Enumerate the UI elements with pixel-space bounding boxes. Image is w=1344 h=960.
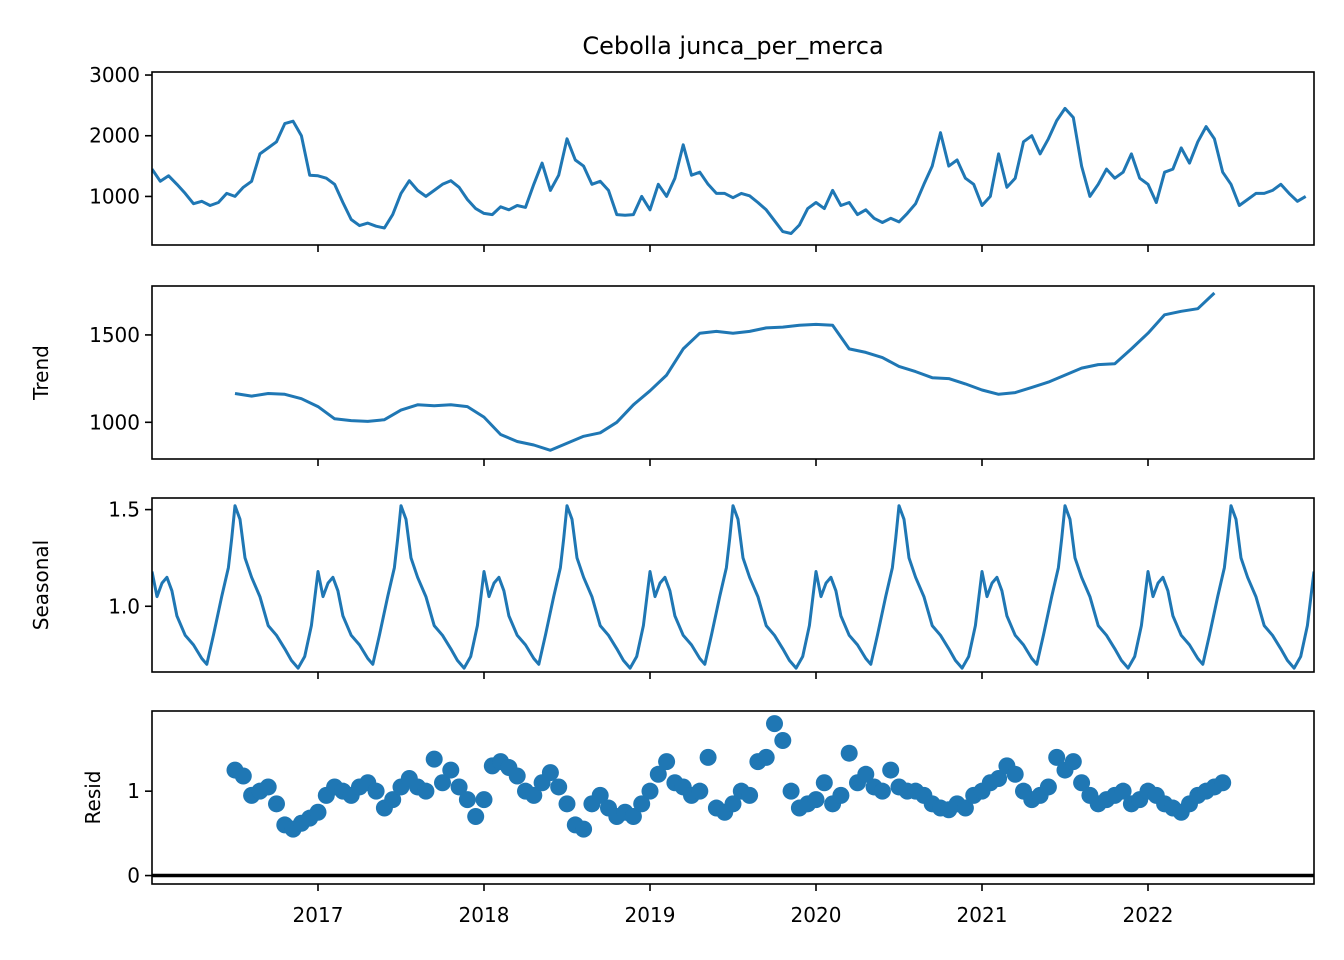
resid-point-44 [591, 786, 609, 804]
resid-point-66 [774, 732, 792, 750]
resid-point-92 [990, 770, 1008, 788]
resid-point-29 [467, 807, 485, 825]
panel-resid: 0 1 2017 2018 2019 2020 2021 2022 Resid [81, 710, 1315, 927]
resid-ytick-label: 0 [127, 864, 140, 888]
resid-point-49 [633, 795, 651, 813]
resid-point-60 [724, 795, 742, 813]
resid-point-52 [658, 753, 676, 771]
resid-point-64 [757, 748, 775, 766]
resid-point-48 [624, 807, 642, 825]
resid-point-19 [384, 791, 402, 809]
xtick-label: 2022 [1123, 903, 1174, 927]
seasonal-data [152, 504, 1314, 670]
trend-ytick-label: 1000 [89, 410, 140, 434]
observed-axes-frame [151, 71, 1315, 246]
resid-point-99 [1048, 748, 1066, 766]
resid-point-1 [234, 767, 252, 785]
xtick-label: 2020 [791, 903, 842, 927]
panel-seasonal: 1.0 1.5 Seasonal [29, 497, 1315, 679]
resid-ylabel: Resid [81, 771, 105, 825]
panel-trend: 1000 1500 Trend [29, 285, 1315, 466]
resid-point-27 [450, 778, 468, 796]
resid-point-79 [882, 761, 900, 779]
resid-point-51 [649, 765, 667, 783]
observed-ytick-label: 1000 [89, 184, 140, 208]
resid-point-56 [691, 782, 709, 800]
seasonal-series-line [152, 504, 1314, 670]
resid-point-62 [741, 786, 759, 804]
resid-point-98 [1039, 778, 1057, 796]
resid-point-73 [832, 786, 850, 804]
resid-point-57 [699, 748, 717, 766]
resid-point-34 [508, 767, 526, 785]
trend-series-line [234, 291, 1216, 452]
resid-point-107 [1114, 782, 1132, 800]
resid-point-101 [1064, 753, 1082, 771]
resid-point-39 [550, 778, 568, 796]
resid-point-38 [541, 764, 559, 782]
observed-ytick-label: 2000 [89, 124, 140, 148]
resid-point-74 [840, 744, 858, 762]
resid-point-70 [807, 791, 825, 809]
resid-point-119 [1214, 774, 1232, 792]
resid-point-26 [442, 761, 460, 779]
seasonal-ytick-label: 1.5 [108, 498, 140, 522]
trend-ylabel: Trend [29, 345, 53, 401]
resid-point-30 [475, 791, 493, 809]
resid-point-5 [268, 795, 285, 813]
resid-point-24 [425, 750, 443, 768]
resid-point-78 [873, 782, 891, 800]
observed-ytick-label: 3000 [89, 63, 140, 87]
resid-point-102 [1073, 774, 1091, 792]
resid-point-76 [857, 765, 875, 783]
resid-axes-frame [151, 710, 1315, 885]
resid-point-67 [782, 782, 800, 800]
seasonal-axes-frame [151, 497, 1315, 673]
resid-point-28 [458, 791, 476, 809]
resid-point-42 [575, 820, 593, 838]
observed-series-line [152, 106, 1307, 235]
xtick-label: 2019 [625, 903, 676, 927]
resid-ytick-label: 1 [127, 779, 140, 803]
trend-data [234, 291, 1216, 452]
seasonal-ytick-label: 1.0 [108, 594, 140, 618]
resid-point-88 [956, 799, 974, 817]
trend-axes-frame [151, 285, 1315, 460]
panels: 1000 2000 3000 1000 1500 Trend 1.0 1.5 Seasonal 0… [29, 63, 1315, 927]
observed-data [152, 106, 1307, 235]
resid-point-36 [525, 786, 543, 804]
trend-ytick-label: 1500 [89, 323, 140, 347]
resid-point-65 [766, 715, 783, 733]
resid-point-71 [815, 774, 833, 792]
resid-point-10 [309, 803, 327, 821]
resid-point-94 [1006, 765, 1024, 783]
resid-point-17 [367, 782, 385, 800]
xtick-label: 2017 [293, 903, 344, 927]
panel-observed: 1000 2000 3000 [89, 63, 1315, 252]
resid-point-23 [417, 782, 435, 800]
resid-point-25 [434, 774, 451, 792]
xtick-label: 2018 [459, 903, 510, 927]
chart-title: Cebolla junca_per_merca [582, 32, 883, 60]
seasonal-ylabel: Seasonal [29, 540, 53, 630]
xtick-label: 2021 [957, 903, 1008, 927]
resid-data [152, 715, 1314, 878]
resid-point-40 [558, 795, 576, 813]
resid-point-50 [641, 782, 659, 800]
resid-point-4 [259, 778, 277, 796]
